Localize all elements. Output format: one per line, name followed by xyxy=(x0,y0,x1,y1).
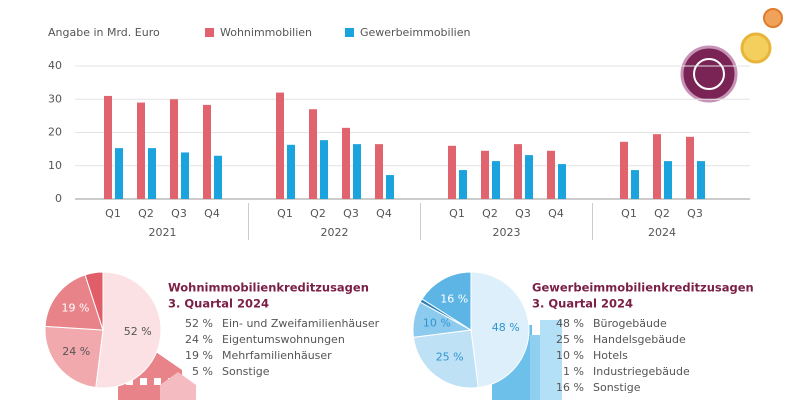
pie-slice xyxy=(84,271,104,331)
pie-slice xyxy=(44,274,104,331)
bar xyxy=(697,161,705,199)
pie-subtitle: 3. Quartal 2024 xyxy=(168,297,269,311)
bar xyxy=(492,161,500,199)
y-tick-label: 0 xyxy=(55,192,62,205)
slice-label: 48 % xyxy=(492,321,520,334)
bar xyxy=(148,148,156,199)
pie-slice xyxy=(44,325,104,389)
bar xyxy=(547,150,555,199)
legend-swatch xyxy=(345,28,354,37)
x-tick-label: Q3 xyxy=(515,207,531,220)
legend-label: Mehrfamilienhäuser xyxy=(222,349,332,362)
pie-slice xyxy=(95,271,162,389)
bar xyxy=(448,145,456,199)
bar xyxy=(514,144,522,199)
x-tick-label: Q4 xyxy=(204,207,220,220)
legend-value: 25 % xyxy=(556,333,584,346)
coin-decoration xyxy=(680,8,783,103)
pie-subtitle: 3. Quartal 2024 xyxy=(532,297,633,311)
bar xyxy=(309,109,317,199)
bar xyxy=(525,155,533,199)
bar xyxy=(287,144,295,199)
bar xyxy=(214,155,222,199)
legend-label: Ein- und Zweifamilienhäuser xyxy=(222,317,380,330)
group-label: 2024 xyxy=(648,226,676,239)
legend-value: 10 % xyxy=(556,349,584,362)
y-tick-label: 10 xyxy=(48,159,62,172)
pie-title: Wohnimmobilienkreditzusagen xyxy=(168,281,369,295)
x-tick-label: Q2 xyxy=(310,207,326,220)
pie-title: Gewerbeimmobilienkreditzusagen xyxy=(532,281,754,295)
legend-value: 1 % xyxy=(563,365,584,378)
y-tick-label: 30 xyxy=(48,92,62,105)
bar xyxy=(664,161,672,199)
legend-value: 48 % xyxy=(556,317,584,330)
bar xyxy=(170,99,178,199)
x-tick-label: Q1 xyxy=(449,207,465,220)
group-label: 2022 xyxy=(321,226,349,239)
bar xyxy=(386,175,394,199)
legend-label: Wohnimmobilien xyxy=(220,26,312,39)
x-tick-label: Q2 xyxy=(482,207,498,220)
unit-note: Angabe in Mrd. Euro xyxy=(48,26,160,39)
group-label: 2021 xyxy=(149,226,177,239)
x-tick-label: Q3 xyxy=(343,207,359,220)
legend-value: 19 % xyxy=(185,349,213,362)
legend-value: 16 % xyxy=(556,381,584,394)
slice-label: 16 % xyxy=(440,293,468,306)
pie-slice xyxy=(421,271,472,331)
legend-value: 24 % xyxy=(185,333,213,346)
slice-label: 10 % xyxy=(423,316,451,329)
group-label: 2023 xyxy=(493,226,521,239)
y-tick-label: 40 xyxy=(48,59,62,72)
slice-label: 24 % xyxy=(62,345,90,358)
bar xyxy=(375,144,383,199)
bar xyxy=(653,134,661,199)
bar xyxy=(137,102,145,199)
legend-label: Sonstige xyxy=(222,365,270,378)
legend-swatch xyxy=(205,28,214,37)
bar xyxy=(353,144,361,199)
bar xyxy=(104,95,112,199)
bar xyxy=(631,170,639,199)
legend-label: Handelsgebäude xyxy=(593,333,686,346)
pie-slice xyxy=(470,271,530,389)
bar xyxy=(620,141,628,199)
y-tick-label: 20 xyxy=(48,126,62,139)
x-tick-label: Q2 xyxy=(138,207,154,220)
x-tick-label: Q3 xyxy=(171,207,187,220)
legend-label: Eigentumswohnungen xyxy=(222,333,345,346)
slice-label: 25 % xyxy=(436,350,464,363)
x-tick-label: Q4 xyxy=(376,207,392,220)
bar xyxy=(115,148,123,199)
bar xyxy=(686,136,694,199)
legend-value: 52 % xyxy=(185,317,213,330)
slice-label: 52 % xyxy=(124,325,152,338)
legend-label: Bürogebäude xyxy=(593,317,667,330)
x-tick-label: Q2 xyxy=(654,207,670,220)
pie-slice xyxy=(412,329,479,389)
x-tick-label: Q1 xyxy=(277,207,293,220)
bar xyxy=(181,152,189,199)
bar xyxy=(320,140,328,199)
legend-label: Hotels xyxy=(593,349,628,362)
x-tick-label: Q3 xyxy=(687,207,703,220)
bar xyxy=(276,92,284,199)
x-tick-label: Q1 xyxy=(105,207,121,220)
bar xyxy=(342,127,350,199)
legend-label: Gewerbeimmobilien xyxy=(360,26,470,39)
legend-label: Industriegebäude xyxy=(593,365,690,378)
slice-label: 19 % xyxy=(62,302,90,315)
x-tick-label: Q4 xyxy=(548,207,564,220)
bar xyxy=(203,104,211,199)
x-tick-label: Q1 xyxy=(621,207,637,220)
bar xyxy=(459,170,467,199)
legend-value: 5 % xyxy=(192,365,213,378)
bar xyxy=(481,150,489,199)
legend-label: Sonstige xyxy=(593,381,641,394)
bar xyxy=(558,164,566,199)
